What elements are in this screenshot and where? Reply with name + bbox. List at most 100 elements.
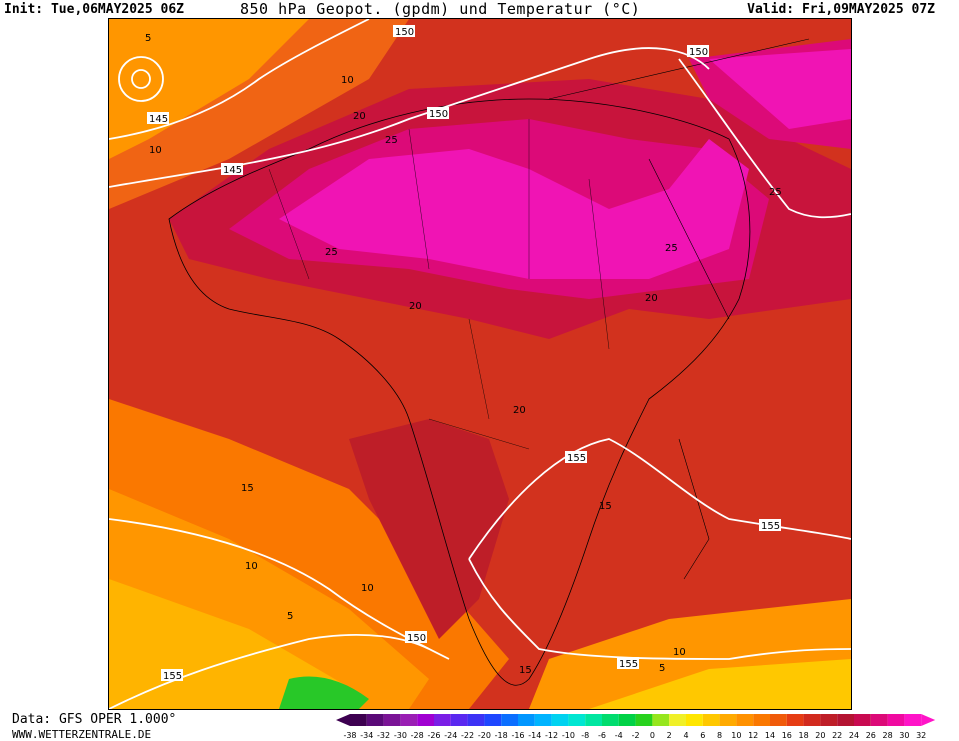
map-title: 850 hPa Geopot. (gpdm) und Temperatur (°… <box>240 0 641 18</box>
legend-tick-label: -38 <box>343 731 356 740</box>
legend-tick-label: 22 <box>832 731 842 740</box>
legend-tick-label: 16 <box>782 731 792 740</box>
contour-label: 155 <box>163 671 182 682</box>
contour-label: 25 <box>325 247 338 258</box>
contour-label: 155 <box>761 521 780 532</box>
contour-label: 25 <box>385 135 398 146</box>
legend-swatch <box>719 714 737 726</box>
contour-label: 155 <box>619 659 638 670</box>
geopotential-contour-150-southwest <box>109 634 430 709</box>
legend-tick-label: 28 <box>883 731 893 740</box>
contour-label: 20 <box>513 405 526 416</box>
contour-label: 150 <box>429 109 448 120</box>
contour-label: 10 <box>245 561 258 572</box>
contour-label: 5 <box>659 663 665 674</box>
contour-label: 15 <box>519 665 532 676</box>
legend-tick-label: 10 <box>731 731 741 740</box>
country-borders <box>268 119 610 450</box>
legend-swatch <box>518 714 535 726</box>
legend-bars <box>336 714 936 726</box>
contour-label: 5 <box>287 611 293 622</box>
legend-tick-label: -4 <box>615 731 623 740</box>
legend-tick-label: -26 <box>427 731 440 740</box>
legend-swatch <box>383 714 401 726</box>
geopotential-low-inner <box>131 69 151 89</box>
contour-label: 25 <box>769 187 782 198</box>
continent-outline <box>168 98 751 686</box>
contour-label: 15 <box>599 501 612 512</box>
legend-swatch <box>887 714 905 726</box>
legend-swatch <box>702 714 720 726</box>
color-scale-legend: -38 -34 -32 -30 -28 -26 -24 -22 -20 -18 -16 -14 -12-… <box>336 714 936 740</box>
legend-ticks: -38 -34 -32 -30 -28 -26 -24 -22 -20 -18 -16 -14 -12-… <box>343 731 926 740</box>
legend-tick-label: -34 <box>360 731 373 740</box>
legend-tick-label: -12 <box>545 731 558 740</box>
legend-swatch <box>618 714 636 726</box>
legend-tick-label: 18 <box>799 731 809 740</box>
contour-label: 10 <box>673 647 686 658</box>
legend-tick-label: 20 <box>815 731 825 740</box>
legend-swatch <box>434 714 451 726</box>
legend-tick-label: 14 <box>765 731 775 740</box>
contour-label: 155 <box>567 453 586 464</box>
legend-swatch <box>736 714 754 726</box>
legend-tick-label: 30 <box>899 731 909 740</box>
sahara-hot-core <box>279 139 749 279</box>
mediterranean-coast <box>548 38 810 100</box>
legend-swatch <box>534 714 552 726</box>
legend-swatch <box>669 714 686 726</box>
middle-east-hot-core <box>709 49 851 129</box>
legend-tick-label: 24 <box>849 731 859 740</box>
contour-label: 10 <box>361 583 374 594</box>
contour-label: 145 <box>223 165 242 176</box>
legend-swatch <box>904 714 922 726</box>
legend-tick-label: -18 <box>495 731 508 740</box>
legend-swatch <box>854 714 871 726</box>
legend-swatch <box>350 714 367 726</box>
valid-time: Valid: Fri,09MAY2025 07Z <box>747 2 935 17</box>
legend-tick-label: -6 <box>598 731 606 740</box>
weather-map[interactable]: 145 150 150 150 145 155 155 150 155 155 … <box>108 18 852 710</box>
contour-label: 15 <box>241 483 254 494</box>
southeast-cool-zone <box>589 659 851 709</box>
legend-tick-label: -14 <box>528 731 541 740</box>
legend-tick-label: 12 <box>748 731 758 740</box>
init-time: Init: Tue,06MAY2025 06Z <box>4 2 185 17</box>
legend-tick-label: -2 <box>632 731 640 740</box>
legend-swatch <box>551 714 569 726</box>
contour-label: 20 <box>409 301 422 312</box>
legend-tick-label: -28 <box>411 731 424 740</box>
legend-swatch <box>568 714 586 726</box>
contour-label: 150 <box>407 633 426 644</box>
legend-swatch <box>366 714 384 726</box>
legend-tick-label: -30 <box>394 731 407 740</box>
legend-tick-label: -10 <box>562 731 575 740</box>
contour-label: 150 <box>689 47 708 58</box>
red-sea-coast <box>648 158 730 320</box>
legend-swatch <box>400 714 418 726</box>
contour-label: 20 <box>353 111 366 122</box>
legend-tick-label: 0 <box>650 731 655 740</box>
legend-swatch <box>652 714 670 726</box>
legend-tick-label: 2 <box>667 731 672 740</box>
legend-swatch <box>467 714 485 726</box>
legend-swatch <box>786 714 804 726</box>
legend-swatch <box>803 714 821 726</box>
contour-label: 145 <box>149 114 168 125</box>
legend-swatch <box>635 714 653 726</box>
contour-label: 10 <box>341 75 354 86</box>
legend-swatch <box>870 714 888 726</box>
legend-swatch <box>450 714 468 726</box>
geopotential-labels: 145 150 150 150 145 155 155 150 155 155 <box>147 25 781 682</box>
contour-label: 5 <box>145 33 151 44</box>
legend-swatch <box>753 714 770 726</box>
contour-label: 10 <box>149 145 162 156</box>
legend-tick-label: -16 <box>511 731 524 740</box>
contour-label: 25 <box>665 243 678 254</box>
legend-swatch <box>585 714 602 726</box>
website-link[interactable]: WWW.WETTERZENTRALE.DE <box>12 728 152 741</box>
legend-tick-label: 6 <box>700 731 705 740</box>
madagascar-outline <box>678 438 710 580</box>
legend-tick-label: 4 <box>683 731 688 740</box>
legend-swatch <box>501 714 518 726</box>
